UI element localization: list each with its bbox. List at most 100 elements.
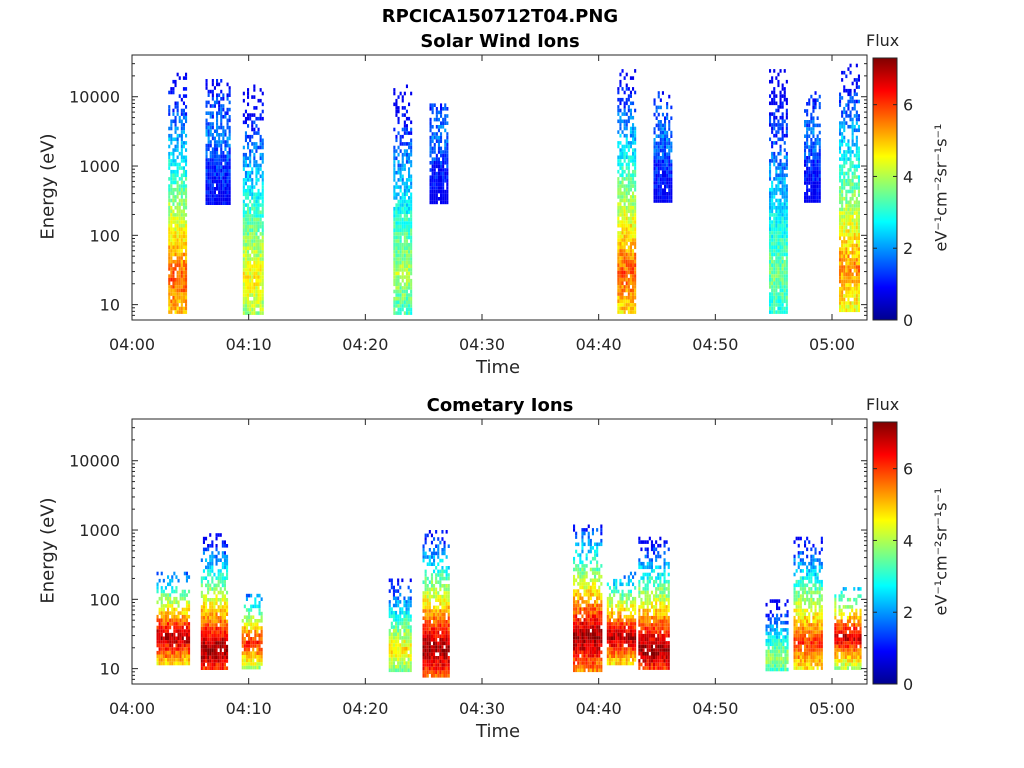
- heatmap-cell: [244, 178, 247, 182]
- heatmap-cell: [424, 591, 427, 595]
- heatmap-cell: [851, 211, 854, 215]
- heatmap-cell: [397, 206, 400, 211]
- heatmap-cell: [401, 260, 404, 265]
- heatmap-cell: [623, 299, 626, 304]
- heatmap-cell: [839, 186, 842, 190]
- heatmap-cell: [810, 195, 813, 200]
- heatmap-cell: [169, 650, 172, 655]
- heatmap-cell: [255, 217, 258, 222]
- heatmap-cell: [399, 614, 402, 619]
- heatmap-cell: [207, 122, 210, 126]
- heatmap-cell: [388, 636, 391, 640]
- heatmap-cell: [226, 187, 229, 191]
- heatmap-cell: [399, 188, 402, 193]
- heatmap-cell: [632, 241, 635, 246]
- heatmap-cell: [403, 311, 406, 315]
- heatmap-cell: [242, 250, 245, 254]
- heatmap-cell: [405, 610, 408, 615]
- heatmap-cell: [666, 199, 669, 203]
- heatmap-cell: [174, 288, 177, 293]
- heatmap-cell: [632, 227, 635, 232]
- heatmap-cell: [156, 632, 159, 637]
- heatmap-cell: [408, 131, 411, 135]
- heatmap-cell: [655, 170, 658, 174]
- heatmap-cell: [202, 547, 205, 552]
- heatmap-cell: [853, 164, 856, 169]
- heatmap-cell: [429, 161, 432, 165]
- heatmap-cell: [258, 665, 261, 670]
- heatmap-cell: [223, 601, 226, 606]
- heatmap-cell: [205, 190, 208, 195]
- heatmap-cell: [816, 134, 819, 138]
- heatmap-cell: [399, 221, 402, 225]
- heatmap-cell: [397, 603, 400, 608]
- heatmap-cell: [242, 152, 245, 157]
- heatmap-cell: [668, 145, 671, 149]
- heatmap-cell: [843, 243, 846, 248]
- heatmap-cell: [393, 260, 396, 265]
- heatmap-cell: [769, 79, 772, 84]
- heatmap-cell: [397, 239, 400, 243]
- heatmap-cell: [851, 128, 854, 133]
- heatmap-cell: [242, 181, 245, 186]
- heatmap-cell: [395, 134, 398, 139]
- heatmap-cell: [170, 277, 173, 282]
- heatmap-cell: [245, 615, 248, 619]
- heatmap-cell: [185, 600, 188, 605]
- heatmap-cell: [777, 306, 780, 311]
- heatmap-cell: [781, 252, 784, 257]
- heatmap-cell: [818, 105, 821, 110]
- heatmap-cell: [209, 111, 212, 115]
- heatmap-cell: [661, 170, 664, 174]
- heatmap-cell: [853, 279, 856, 284]
- heatmap-cell: [408, 217, 411, 222]
- heatmap-cell: [841, 186, 844, 190]
- heatmap-cell: [181, 629, 184, 633]
- heatmap-cell: [160, 614, 163, 619]
- heatmap-cell: [781, 112, 784, 116]
- heatmap-cell: [841, 96, 844, 100]
- heatmap-cell: [218, 154, 221, 159]
- heatmap-cell: [242, 185, 245, 189]
- heatmap-cell: [207, 147, 210, 151]
- heatmap-cell: [808, 170, 811, 174]
- heatmap-cell: [185, 177, 188, 181]
- heatmap-cell: [255, 206, 258, 211]
- heatmap-cell: [226, 623, 229, 627]
- heatmap-cell: [207, 626, 210, 631]
- heatmap-cell: [242, 282, 245, 287]
- heatmap-cell: [435, 630, 438, 635]
- heatmap-cell: [808, 159, 811, 164]
- heatmap-cell: [242, 91, 245, 96]
- heatmap-cell: [769, 137, 772, 142]
- heatmap-cell: [172, 180, 175, 185]
- heatmap-cell: [173, 596, 176, 601]
- heatmap-cell: [207, 183, 210, 187]
- heatmap-cell: [399, 618, 402, 622]
- heatmap-cell: [657, 112, 660, 117]
- heatmap-cell: [261, 307, 264, 312]
- heatmap-cell: [256, 644, 259, 648]
- heatmap-cell: [769, 195, 772, 199]
- heatmap-cell: [785, 133, 788, 138]
- heatmap-cell: [446, 168, 449, 172]
- heatmap-cell: [775, 270, 778, 275]
- heatmap-cell: [259, 221, 262, 225]
- heatmap-cell: [217, 619, 220, 624]
- heatmap-cell: [223, 652, 226, 656]
- heatmap-cell: [173, 611, 176, 615]
- heatmap-cell: [634, 220, 637, 224]
- heatmap-cell: [261, 286, 264, 290]
- heatmap-cell: [446, 107, 449, 111]
- heatmap-cell: [843, 70, 846, 75]
- heatmap-cell: [185, 593, 188, 597]
- heatmap-cell: [219, 608, 222, 613]
- heatmap-cell: [401, 127, 404, 132]
- heatmap-cell: [172, 209, 175, 214]
- heatmap-cell: [769, 285, 772, 289]
- heatmap-burst: [804, 91, 821, 203]
- heatmap-cell: [244, 286, 247, 290]
- heatmap-cell: [218, 187, 221, 191]
- heatmap-cell: [810, 138, 813, 142]
- heatmap-cell: [226, 558, 229, 562]
